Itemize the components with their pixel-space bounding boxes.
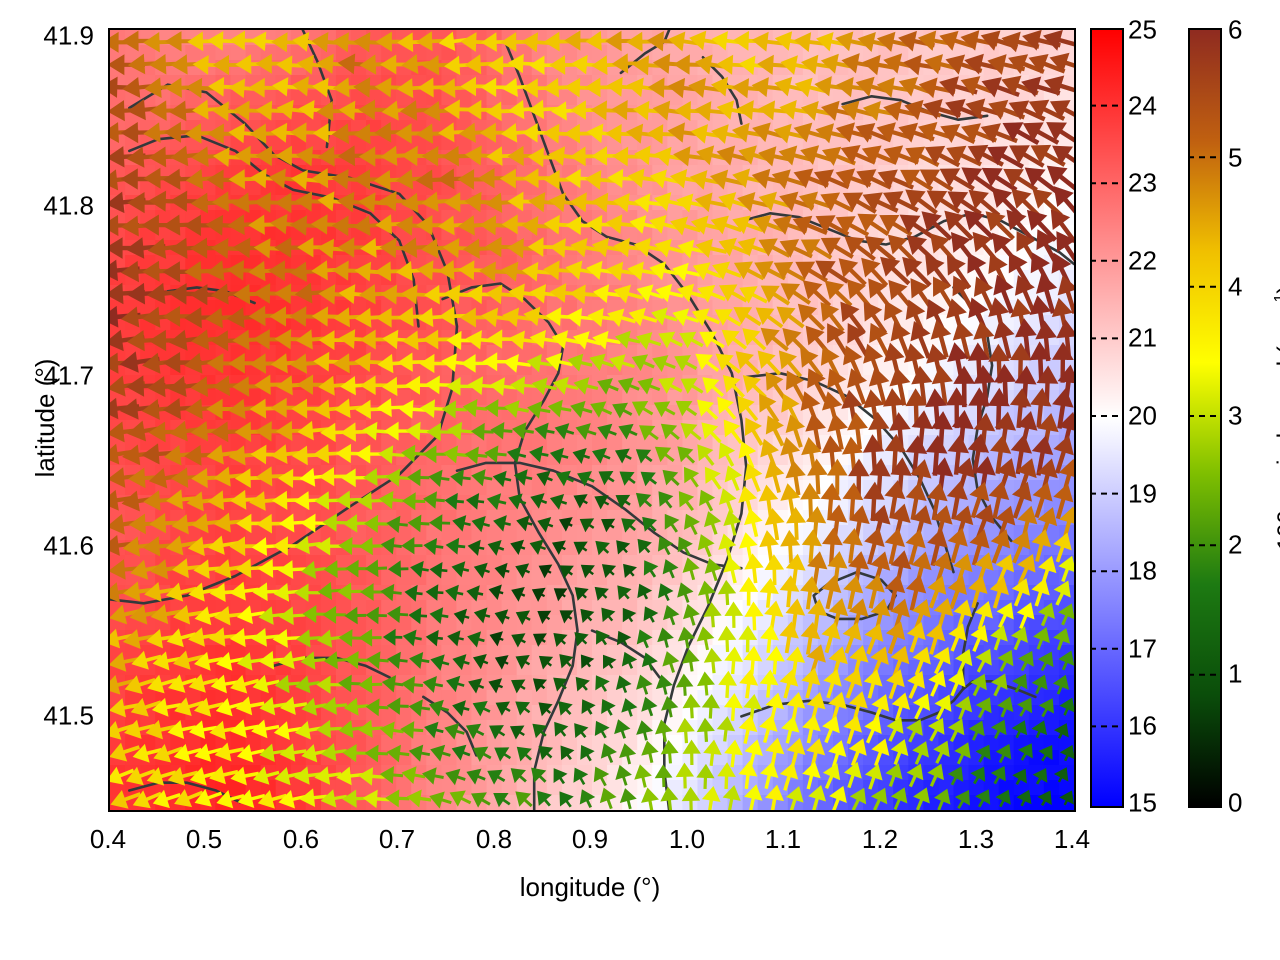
y-axis-title: latitude (°) [30,358,60,478]
temp-cbtick-25: 25 [1128,14,1157,45]
x-tick-2: 0.6 [282,824,320,854]
y-tick-0: 41.5 [43,700,94,731]
temp-cbtick-15: 15 [1128,787,1157,818]
wind-cbtick-0: 0 [1228,787,1243,818]
y-tick-1: 41.6 [43,530,94,561]
x-tick-7: 1.1 [764,824,802,854]
x-tick-10: 1.4 [1053,824,1091,854]
temp-cbtick-17: 17 [1128,633,1157,664]
temp-cbtick-23: 23 [1128,167,1157,198]
y-tick-4: 41.9 [43,20,94,51]
temp-cbtick-21: 21 [1128,322,1157,353]
wind-speed-colorbar [1188,28,1222,808]
wind-cbtick-5: 5 [1228,142,1243,173]
y-tick-3: 41.8 [43,190,94,221]
wind-cbtick-2: 2 [1228,529,1243,560]
wind-speed-colorbar-label-main: 100m-wind speed (m s [1273,308,1280,551]
temperature-colorbar [1090,28,1124,808]
temp-cbtick-24: 24 [1128,90,1157,121]
temp-cbtick-18: 18 [1128,555,1157,586]
wind-cbtick-6: 6 [1228,14,1243,45]
wind-speed-colorbar-label-tail: ) [1273,286,1280,294]
x-tick-9: 1.3 [957,824,995,854]
wind-vector-layer [110,30,1074,810]
wind-cbtick-1: 1 [1228,658,1243,689]
y-tick-2: 41.7 [43,360,94,391]
wind-speed-colorbar-label: 100m-wind speed (m s-1) [1272,286,1280,551]
temp-cbtick-19: 19 [1128,478,1157,509]
x-tick-6: 1.0 [668,824,706,854]
x-tick-8: 1.2 [861,824,899,854]
wind-cbtick-4: 4 [1228,271,1243,302]
x-tick-4: 0.8 [475,824,513,854]
map-canvas [110,30,1074,810]
temp-cbtick-16: 16 [1128,710,1157,741]
x-tick-0: 0.4 [89,824,127,854]
wind-cbtick-3: 3 [1228,400,1243,431]
x-tick-1: 0.5 [185,824,223,854]
x-tick-3: 0.7 [378,824,416,854]
x-axis-title: longitude (°) [519,872,661,902]
x-tick-5: 0.9 [571,824,609,854]
plot-area [108,28,1076,812]
wind-speed-colorbar-label-exponent: -1 [1272,293,1280,308]
temp-cbtick-20: 20 [1128,400,1157,431]
temp-cbtick-22: 22 [1128,245,1157,276]
